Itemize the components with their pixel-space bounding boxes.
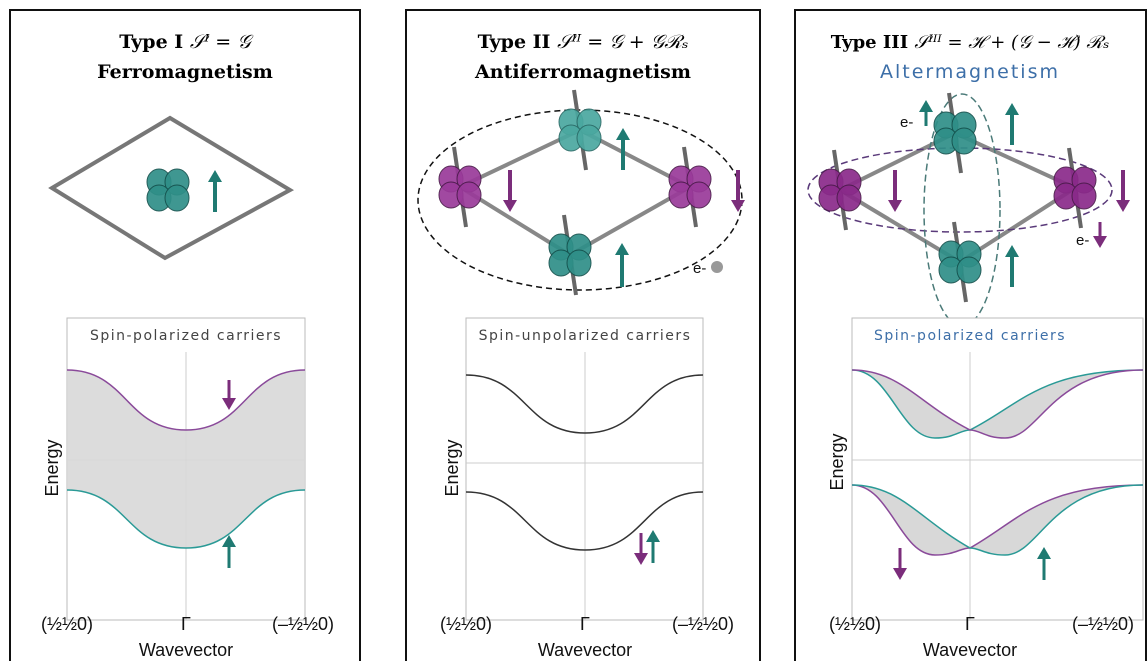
orbital bbox=[567, 250, 591, 276]
spin-arrow-head bbox=[1005, 103, 1019, 115]
panel-title: Type III 𝒮ᴵᴵᴵ = ℋ + (𝒢 − ℋ) ℛₛ bbox=[831, 32, 1110, 53]
spin-arrow-head bbox=[1093, 236, 1107, 248]
x-axis-label: Wavevector bbox=[538, 640, 632, 660]
orbital bbox=[837, 185, 861, 211]
x-tick-label: (½½0) bbox=[41, 614, 93, 634]
x-tick-label: (½½0) bbox=[440, 614, 492, 634]
electron-label: e- bbox=[900, 114, 913, 131]
orbital bbox=[957, 257, 981, 283]
band-plot bbox=[466, 318, 703, 620]
carrier-label: Spin-polarized carriers bbox=[874, 328, 1066, 344]
formula: 𝒮ᴵ = 𝒢 bbox=[190, 31, 254, 53]
x-tick-label: (–½½0) bbox=[1072, 614, 1134, 634]
spin-arrow-head bbox=[731, 200, 745, 212]
spin-arrow-head bbox=[503, 200, 517, 212]
y-axis-label: Energy bbox=[42, 439, 62, 496]
plot-frame bbox=[852, 318, 1143, 620]
spin-arrow-head bbox=[615, 243, 629, 255]
type-label: Type I bbox=[119, 31, 183, 53]
orbital bbox=[952, 128, 976, 154]
orbital bbox=[457, 182, 481, 208]
spin-arrow-head bbox=[919, 100, 933, 112]
x-tick-label: Γ bbox=[580, 614, 590, 634]
figure: Type I 𝒮ᴵ = 𝒢 Ferromagnetism Type II 𝒮ᴵᴵ… bbox=[0, 0, 1148, 661]
spin-arrow-head bbox=[616, 128, 630, 140]
type-label: Type II bbox=[478, 31, 551, 53]
subtitle: Ferromagnetism bbox=[97, 61, 273, 83]
x-axis-label: Wavevector bbox=[139, 640, 233, 660]
spin-arrow-head bbox=[1005, 245, 1019, 257]
electron-label: e- bbox=[693, 260, 706, 277]
x-axis-label: Wavevector bbox=[923, 640, 1017, 660]
x-tick-label: (½½0) bbox=[829, 614, 881, 634]
orbital bbox=[1072, 183, 1096, 209]
x-tick-label: (–½½0) bbox=[672, 614, 734, 634]
band-plot bbox=[67, 318, 305, 620]
x-tick-label: (–½½0) bbox=[272, 614, 334, 634]
spin-arrow-head bbox=[208, 170, 222, 182]
orbital bbox=[577, 125, 601, 151]
electron bbox=[711, 261, 723, 273]
subtitle: Antiferromagnetism bbox=[474, 61, 691, 83]
x-tick-label: Γ bbox=[181, 614, 191, 634]
type-label: Type III bbox=[831, 32, 908, 53]
orbital bbox=[687, 182, 711, 208]
spin-arrow-head bbox=[1116, 200, 1130, 212]
carrier-label: Spin-polarized carriers bbox=[90, 328, 282, 344]
y-axis-label: Energy bbox=[827, 433, 847, 490]
spin-arrow-head bbox=[888, 200, 902, 212]
x-tick-label: Γ bbox=[965, 614, 975, 634]
panel-title: Type II 𝒮ᴵᴵ = 𝒢 + 𝒢ℛₛ bbox=[478, 31, 689, 53]
carrier-label: Spin-unpolarized carriers bbox=[479, 328, 692, 344]
formula: 𝒮ᴵᴵ = 𝒢 + 𝒢ℛₛ bbox=[557, 31, 688, 53]
band-plot bbox=[852, 318, 1143, 620]
orbital bbox=[165, 185, 189, 211]
y-axis-label: Energy bbox=[442, 439, 462, 496]
electron-label: e- bbox=[1076, 232, 1089, 249]
subtitle: Altermagnetism bbox=[880, 61, 1060, 83]
formula: 𝒮ᴵᴵᴵ = ℋ + (𝒢 − ℋ) ℛₛ bbox=[914, 32, 1109, 53]
panel-title: Type I 𝒮ᴵ = 𝒢 bbox=[119, 31, 254, 53]
